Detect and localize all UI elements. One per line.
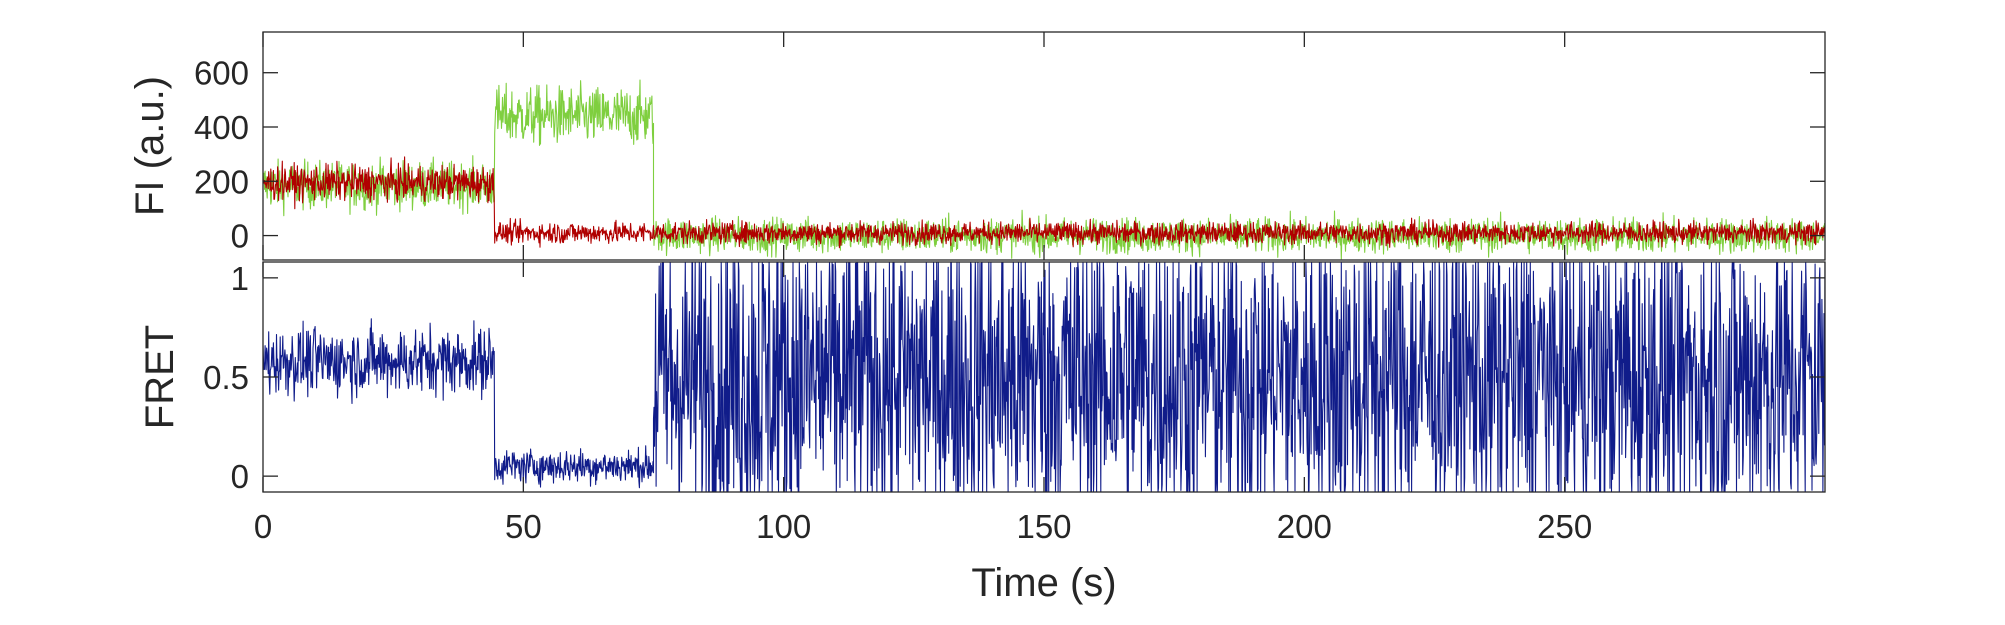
fluorescence-traces [263, 79, 1825, 260]
x-tick-label: 50 [505, 508, 542, 545]
fret-x-ticks: 0 50 100 150 200 250 [254, 262, 1592, 545]
fluorescence-panel: 0 200 400 600 FI (a.u.) [128, 31, 1826, 261]
fret-y-axis-label: FRET [138, 325, 182, 429]
fret-axes-box [262, 261, 1826, 493]
x-tick-label: 200 [1277, 508, 1332, 545]
fluorescence-plot-area [263, 32, 1825, 260]
y-tick-label: 0 [231, 458, 249, 495]
x-axis-label: Time (s) [971, 561, 1116, 605]
x-tick-label: 0 [254, 508, 272, 545]
y-tick-label: 200 [194, 163, 249, 200]
fluorescence-y-axis-label: FI (a.u.) [128, 76, 172, 216]
donor-trace-green [263, 79, 1825, 260]
fluorescence-x-ticks [262, 32, 1566, 260]
x-tick-label: 250 [1537, 508, 1592, 545]
y-tick-label: 600 [194, 55, 249, 92]
fret-panel: 00.51 0 50 100 150 200 250 FRET Time (s) [138, 260, 1826, 605]
y-tick-label: 0.5 [203, 359, 249, 396]
y-tick-label: 1 [231, 260, 249, 297]
fret-y-ticks: 00.51 [203, 260, 1825, 495]
fret-traces [263, 262, 1825, 492]
fluorescence-y-ticks: 0 200 400 600 [194, 55, 1825, 255]
y-tick-label: 400 [194, 109, 249, 146]
x-tick-label: 100 [756, 508, 811, 545]
y-tick-label: 0 [231, 218, 249, 255]
fret-trace [263, 262, 1825, 492]
acceptor-trace-red [263, 156, 1825, 249]
x-tick-label: 150 [1016, 508, 1071, 545]
fluorescence-axes-box [262, 31, 1826, 261]
